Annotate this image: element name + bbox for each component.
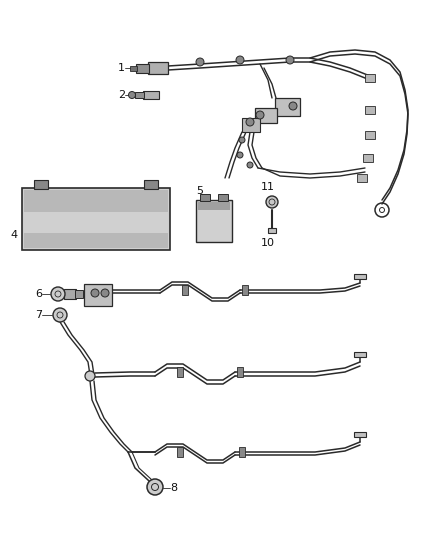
Bar bbox=[365, 131, 375, 139]
Bar bbox=[275, 98, 300, 116]
Bar bbox=[84, 284, 112, 306]
Bar bbox=[34, 180, 48, 189]
Bar bbox=[143, 91, 159, 99]
Circle shape bbox=[85, 371, 95, 381]
Circle shape bbox=[239, 137, 245, 143]
Bar bbox=[354, 432, 366, 437]
Bar bbox=[218, 194, 228, 201]
Bar bbox=[135, 92, 144, 98]
Bar bbox=[130, 66, 137, 71]
Bar bbox=[148, 62, 168, 74]
Circle shape bbox=[101, 289, 109, 297]
Bar bbox=[196, 200, 232, 242]
Circle shape bbox=[237, 152, 243, 158]
Circle shape bbox=[91, 289, 99, 297]
Text: 10: 10 bbox=[261, 238, 275, 248]
Bar bbox=[198, 202, 230, 210]
Text: 6: 6 bbox=[35, 289, 42, 299]
Bar bbox=[177, 367, 183, 377]
Bar bbox=[268, 228, 276, 233]
Circle shape bbox=[247, 162, 253, 168]
Text: 8: 8 bbox=[170, 483, 177, 493]
Text: 1: 1 bbox=[118, 63, 125, 73]
Bar bbox=[357, 174, 367, 182]
Circle shape bbox=[289, 102, 297, 110]
Bar bbox=[365, 106, 375, 114]
Circle shape bbox=[147, 479, 163, 495]
Bar bbox=[365, 74, 375, 82]
Circle shape bbox=[266, 196, 278, 208]
Bar bbox=[182, 285, 188, 295]
Circle shape bbox=[196, 58, 204, 66]
Circle shape bbox=[286, 56, 294, 64]
Circle shape bbox=[256, 111, 264, 119]
Text: 4: 4 bbox=[11, 230, 18, 240]
Bar bbox=[200, 194, 210, 201]
Bar bbox=[354, 274, 366, 279]
Text: 5: 5 bbox=[196, 186, 203, 196]
Circle shape bbox=[51, 287, 65, 301]
Bar bbox=[255, 108, 277, 123]
Bar bbox=[64, 289, 76, 299]
Bar bbox=[136, 64, 149, 73]
Circle shape bbox=[128, 92, 135, 99]
Circle shape bbox=[246, 118, 254, 126]
Bar bbox=[237, 367, 243, 377]
Bar bbox=[242, 118, 260, 132]
Bar bbox=[363, 154, 373, 162]
Bar bbox=[75, 290, 83, 298]
Bar bbox=[144, 180, 158, 189]
Bar bbox=[177, 447, 183, 457]
Bar bbox=[22, 188, 170, 250]
Bar bbox=[239, 447, 245, 457]
Text: 2: 2 bbox=[118, 90, 125, 100]
Bar bbox=[24, 190, 168, 212]
Bar bbox=[24, 232, 168, 248]
Circle shape bbox=[236, 56, 244, 64]
Bar bbox=[354, 352, 366, 357]
Circle shape bbox=[53, 308, 67, 322]
Text: 11: 11 bbox=[261, 182, 275, 192]
Bar bbox=[242, 285, 248, 295]
Text: 7: 7 bbox=[35, 310, 42, 320]
